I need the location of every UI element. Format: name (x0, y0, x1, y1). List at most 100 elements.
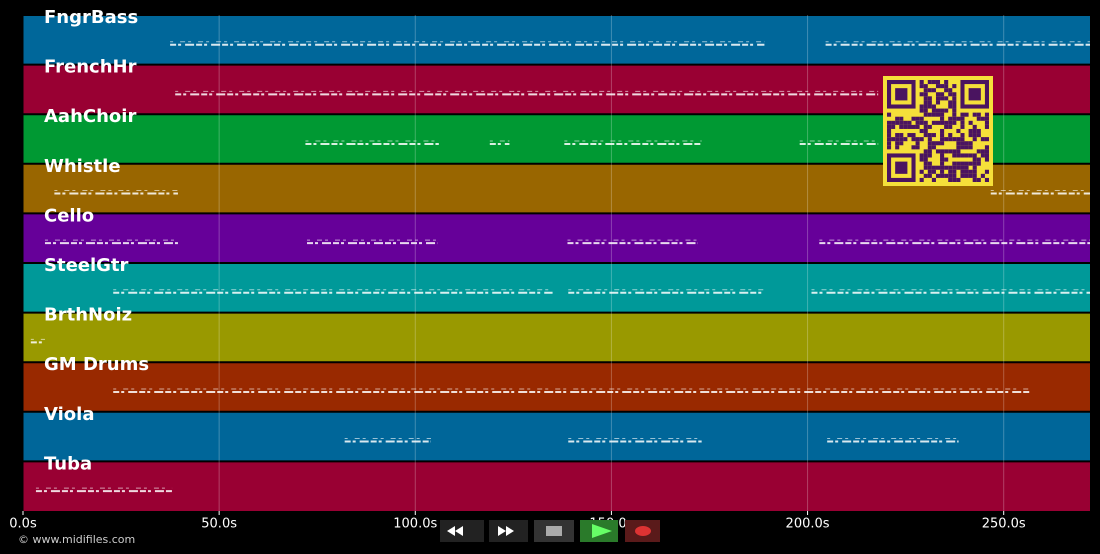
qr-module (940, 84, 945, 89)
qr-module (935, 92, 941, 97)
qr-module (899, 116, 904, 121)
qr-module (948, 104, 953, 109)
qr-module (923, 112, 928, 117)
qr-module (907, 124, 912, 129)
qr-module (980, 137, 985, 142)
qr-module (960, 153, 965, 158)
qr-module (931, 80, 936, 85)
qr-module (940, 133, 945, 138)
stop-button[interactable] (534, 520, 574, 542)
qr-module (956, 149, 961, 154)
qr-module (899, 141, 904, 146)
qr-module (935, 84, 941, 89)
qr-module (940, 112, 945, 117)
qr-module (952, 173, 957, 178)
qr-module (895, 120, 900, 125)
qr-module (972, 169, 977, 174)
qr-module (944, 108, 949, 113)
qr-module (927, 149, 932, 154)
qr-module (956, 137, 961, 142)
qr-module (964, 153, 969, 158)
qr-module (956, 145, 961, 150)
x-tick-label: 50.0s (201, 517, 237, 532)
qr-module (948, 149, 953, 154)
qr-module (960, 124, 965, 129)
qr-module (952, 100, 957, 105)
qr-module (964, 169, 969, 174)
qr-module (944, 149, 949, 154)
qr-module (923, 108, 928, 113)
qr-module (956, 165, 961, 170)
rewind-button[interactable] (440, 520, 484, 542)
qr-module (927, 96, 932, 101)
qr-module (935, 96, 941, 101)
qr-module (952, 84, 957, 89)
qr-module (944, 137, 949, 142)
track-band (23, 362, 1090, 412)
qr-module (940, 157, 945, 162)
qr-module (923, 96, 928, 101)
qr-module (952, 153, 957, 158)
x-tick-label: 100.0s (393, 517, 437, 532)
qr-module (887, 112, 892, 117)
qr-module (984, 112, 989, 117)
qr-module (968, 141, 973, 146)
x-tick-label: 250.0s (982, 517, 1026, 532)
qr-module (976, 133, 981, 138)
forward-button[interactable] (489, 520, 528, 542)
qr-module (984, 116, 989, 121)
qr-module (927, 100, 932, 105)
qr-module (931, 169, 936, 174)
qr-module (940, 153, 945, 158)
qr-module (952, 169, 957, 174)
qr-module (944, 124, 949, 129)
qr-module (956, 116, 961, 121)
qr-module (952, 92, 957, 97)
qr-module (927, 112, 932, 117)
track-band (23, 263, 1090, 313)
play-icon (592, 524, 612, 538)
qr-module (968, 153, 973, 158)
track-label: SteelGtr (44, 255, 129, 276)
qr-module (948, 173, 953, 178)
qr-module (960, 173, 965, 178)
qr-module (960, 116, 965, 121)
qr-module (935, 165, 941, 170)
qr-module (972, 153, 977, 158)
qr-module (964, 165, 969, 170)
qr-module (911, 145, 916, 150)
qr-module (948, 169, 953, 174)
qr-module (923, 88, 928, 93)
qr-module (895, 116, 900, 121)
qr-module (919, 128, 924, 134)
qr-module (976, 149, 981, 154)
qr-module (931, 165, 936, 170)
qr-module (931, 112, 936, 117)
qr-module (972, 157, 977, 162)
track-label: Whistle (44, 156, 121, 177)
qr-module (935, 149, 941, 154)
play-button[interactable] (580, 520, 618, 542)
qr-module (972, 112, 977, 117)
qr-module (895, 145, 900, 150)
qr-module (931, 104, 936, 109)
qr-finder (968, 88, 981, 101)
qr-module (927, 133, 932, 138)
record-icon (635, 526, 651, 536)
qr-module (927, 161, 932, 166)
qr-module (940, 92, 945, 97)
qr-module (940, 165, 945, 170)
qr-module (923, 124, 928, 129)
qr-module (984, 124, 989, 129)
record-button[interactable] (625, 520, 660, 542)
x-tick-label: 200.0s (786, 517, 830, 532)
qr-module (923, 84, 928, 89)
qr-module (923, 157, 928, 162)
forward-icon (498, 526, 514, 536)
qr-module (984, 169, 989, 174)
qr-module (919, 177, 924, 182)
qr-module (891, 137, 896, 142)
qr-module (956, 153, 961, 158)
qr-module (984, 153, 989, 158)
qr-module (923, 149, 928, 154)
